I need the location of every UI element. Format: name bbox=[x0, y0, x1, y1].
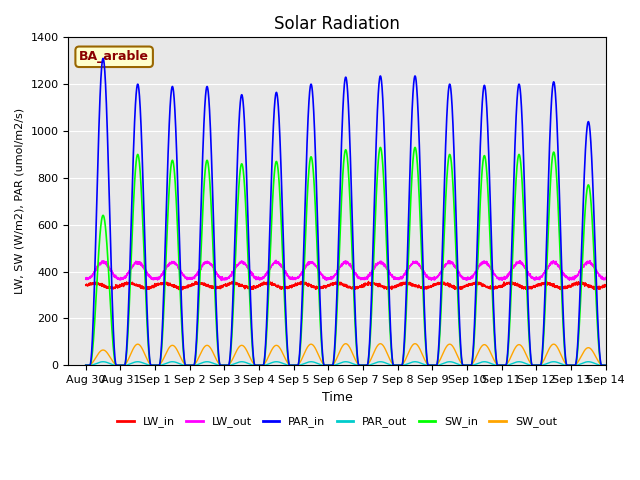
X-axis label: Time: Time bbox=[322, 391, 353, 404]
Title: Solar Radiation: Solar Radiation bbox=[274, 15, 400, 33]
Text: BA_arable: BA_arable bbox=[79, 50, 149, 63]
Y-axis label: LW, SW (W/m2), PAR (umol/m2/s): LW, SW (W/m2), PAR (umol/m2/s) bbox=[15, 108, 25, 294]
Legend: LW_in, LW_out, PAR_in, PAR_out, SW_in, SW_out: LW_in, LW_out, PAR_in, PAR_out, SW_in, S… bbox=[113, 412, 561, 432]
